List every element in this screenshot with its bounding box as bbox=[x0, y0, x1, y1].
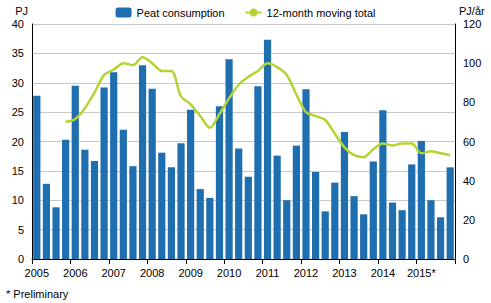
svg-text:* Preliminary: * Preliminary bbox=[6, 288, 69, 300]
svg-text:120: 120 bbox=[463, 18, 481, 30]
svg-text:100: 100 bbox=[463, 57, 481, 69]
svg-text:2015*: 2015* bbox=[407, 267, 436, 279]
svg-text:20: 20 bbox=[463, 214, 475, 226]
svg-text:60: 60 bbox=[463, 136, 475, 148]
svg-text:0: 0 bbox=[18, 253, 24, 265]
svg-text:20: 20 bbox=[12, 136, 24, 148]
svg-text:80: 80 bbox=[463, 96, 475, 108]
svg-text:25: 25 bbox=[12, 106, 24, 118]
svg-text:35: 35 bbox=[12, 47, 24, 59]
svg-text:10: 10 bbox=[12, 194, 24, 206]
svg-text:30: 30 bbox=[12, 77, 24, 89]
svg-text:2006: 2006 bbox=[63, 267, 87, 279]
svg-text:2014: 2014 bbox=[371, 267, 395, 279]
svg-text:2007: 2007 bbox=[101, 267, 125, 279]
svg-text:40: 40 bbox=[12, 18, 24, 30]
svg-text:15: 15 bbox=[12, 165, 24, 177]
svg-text:Peat consumption: Peat consumption bbox=[137, 7, 225, 19]
svg-text:PJ/år: PJ/år bbox=[459, 5, 485, 17]
svg-text:PJ: PJ bbox=[15, 5, 28, 17]
svg-text:12-month moving total: 12-month moving total bbox=[267, 7, 376, 19]
svg-text:2010: 2010 bbox=[217, 267, 241, 279]
svg-text:40: 40 bbox=[463, 175, 475, 187]
svg-text:2011: 2011 bbox=[256, 267, 280, 279]
svg-text:2008: 2008 bbox=[140, 267, 164, 279]
svg-text:2012: 2012 bbox=[294, 267, 318, 279]
svg-text:5: 5 bbox=[18, 224, 24, 236]
svg-text:2009: 2009 bbox=[178, 267, 202, 279]
svg-text:2005: 2005 bbox=[25, 267, 49, 279]
svg-text:2013: 2013 bbox=[332, 267, 356, 279]
svg-text:0: 0 bbox=[463, 253, 469, 265]
